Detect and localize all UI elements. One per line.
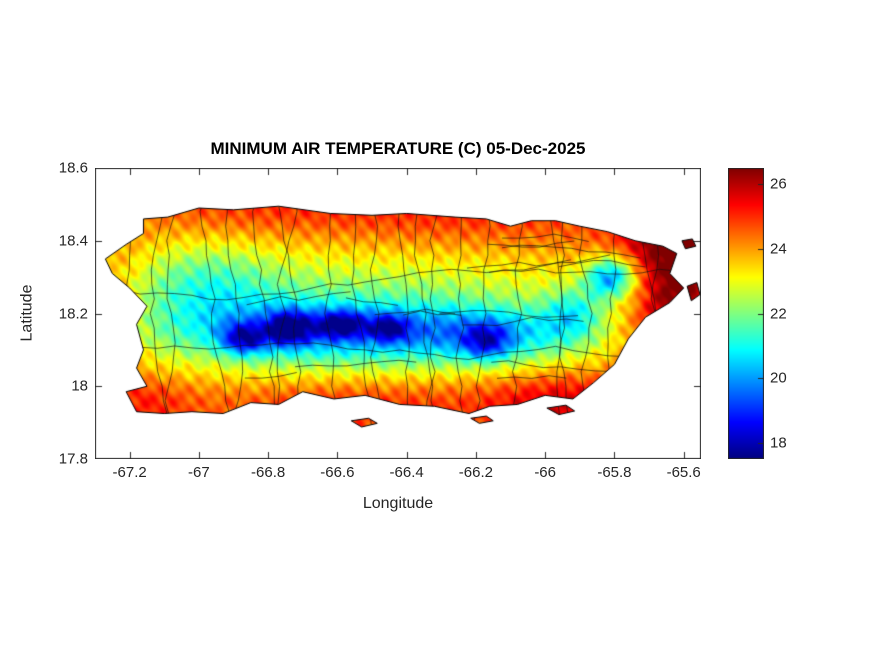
y-tick-label: 18.4 [58, 232, 88, 250]
colorbar-tick-label: 20 [770, 369, 787, 387]
colorbar-tick-label: 24 [770, 240, 787, 258]
x-tick-label: -65.6 [666, 464, 701, 481]
x-tick-label: -66.8 [251, 464, 286, 481]
colorbar-tick-label: 22 [770, 305, 787, 322]
y-tick-label: 17.8 [58, 450, 88, 468]
y-tick-label: 18.6 [58, 159, 88, 177]
chart-title: MINIMUM AIR TEMPERATURE (C) 05-Dec-2025 [210, 139, 586, 158]
colorbar [728, 168, 764, 459]
x-tick-label: -66.6 [320, 464, 355, 481]
colorbar-tick-label: 26 [770, 175, 787, 193]
y-tick-label: 18.2 [58, 305, 88, 322]
x-axis-label: Longitude [362, 495, 434, 512]
y-tick-label: 18 [71, 377, 88, 395]
x-tick-label: -66.2 [458, 464, 494, 481]
x-tick-label: -65.8 [597, 464, 632, 481]
x-tick-label: -66.4 [389, 464, 424, 481]
x-tick-label: -67 [188, 464, 210, 481]
x-tick-label: -66 [534, 464, 556, 481]
x-tick-label: -67.2 [112, 464, 147, 481]
colorbar-tick-label: 18 [770, 434, 787, 452]
temperature-heatmap-canvas [95, 168, 701, 459]
